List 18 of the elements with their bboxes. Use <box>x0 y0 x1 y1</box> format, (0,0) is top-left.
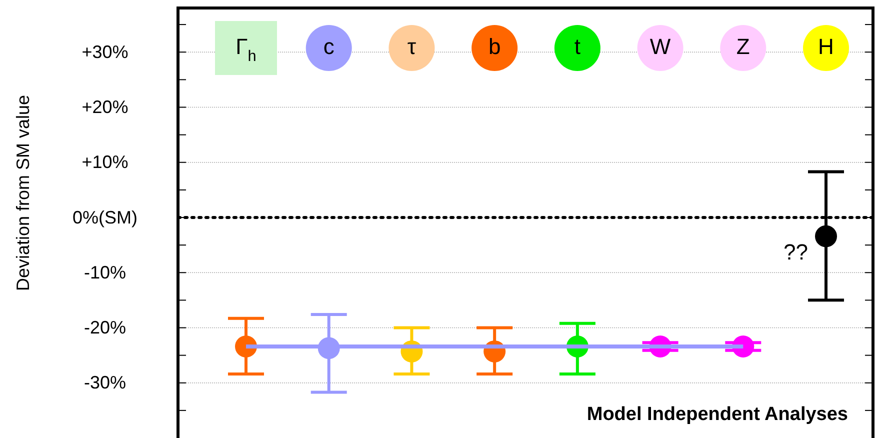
x-tick-label: Γ$_{h}$ <box>236 34 256 65</box>
x-tick-label: b <box>488 34 501 59</box>
x-tick-label: Z <box>736 34 750 59</box>
y-tick-label: -30% <box>84 372 126 393</box>
y-tick-label: -20% <box>84 318 126 338</box>
x-tick-label: W <box>650 34 671 59</box>
y-tick-label: 0%(SM) <box>72 207 138 228</box>
y-tick-label: +20% <box>82 96 128 117</box>
y-tick-label: +30% <box>82 42 128 62</box>
x-tick-label: τ <box>407 34 416 59</box>
annotation: Model Independent Analyses <box>586 404 848 425</box>
x-tick-label: c <box>323 34 334 59</box>
annotation: ?? <box>784 239 808 264</box>
y-axis-title: Deviation from SM value <box>12 94 33 292</box>
x-tick-label: t <box>574 34 580 59</box>
y-tick-label: +10% <box>82 152 128 172</box>
y-tick-label: -10% <box>84 262 126 282</box>
x-tick-label: H <box>818 34 834 59</box>
